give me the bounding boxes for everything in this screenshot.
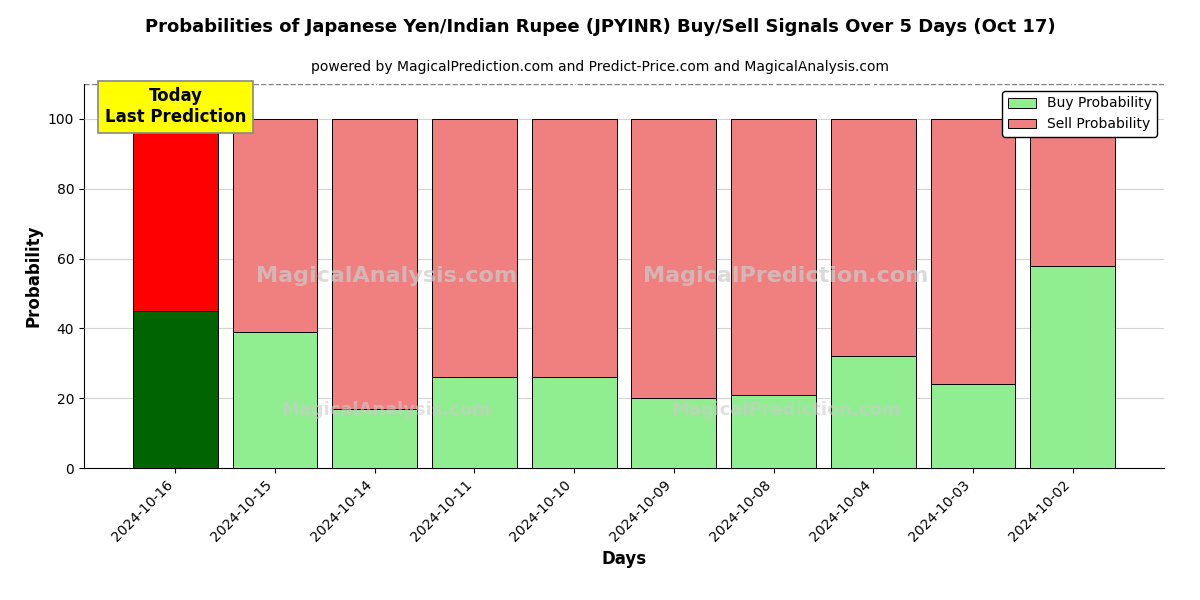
Bar — [133, 311, 218, 468]
Bar — [133, 119, 218, 311]
Bar — [930, 384, 1015, 468]
Bar — [233, 119, 318, 332]
Text: MagicalAnalysis.com: MagicalAnalysis.com — [282, 401, 491, 419]
Bar — [532, 119, 617, 377]
Bar — [631, 119, 716, 398]
Legend: Buy Probability, Sell Probability: Buy Probability, Sell Probability — [1002, 91, 1157, 137]
Bar — [1030, 266, 1115, 468]
X-axis label: Days: Days — [601, 550, 647, 568]
Bar — [532, 377, 617, 468]
Bar — [830, 356, 916, 468]
Bar — [332, 409, 418, 468]
Bar — [830, 119, 916, 356]
Text: Today
Last Prediction: Today Last Prediction — [104, 88, 246, 126]
Text: MagicalPrediction.com: MagicalPrediction.com — [643, 266, 929, 286]
Bar — [233, 332, 318, 468]
Bar — [432, 119, 517, 377]
Bar — [731, 119, 816, 395]
Y-axis label: Probability: Probability — [24, 225, 42, 327]
Text: powered by MagicalPrediction.com and Predict-Price.com and MagicalAnalysis.com: powered by MagicalPrediction.com and Pre… — [311, 60, 889, 74]
Text: Probabilities of Japanese Yen/Indian Rupee (JPYINR) Buy/Sell Signals Over 5 Days: Probabilities of Japanese Yen/Indian Rup… — [145, 18, 1055, 36]
Text: MagicalPrediction.com: MagicalPrediction.com — [671, 401, 901, 419]
Bar — [930, 119, 1015, 384]
Text: MagicalAnalysis.com: MagicalAnalysis.com — [256, 266, 517, 286]
Bar — [731, 395, 816, 468]
Bar — [432, 377, 517, 468]
Bar — [631, 398, 716, 468]
Bar — [332, 119, 418, 409]
Bar — [1030, 119, 1115, 266]
